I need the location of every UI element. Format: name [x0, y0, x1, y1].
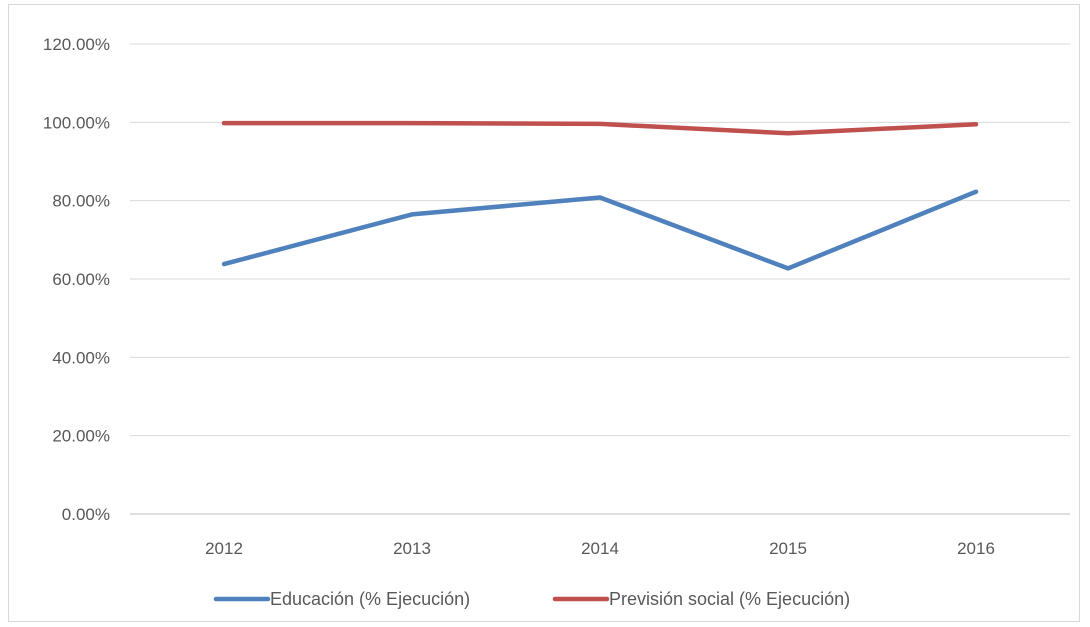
y-tick-label: 20.00%: [52, 427, 110, 446]
gridlines: [130, 43, 1070, 515]
legend-label: Previsión social (% Ejecución): [609, 589, 850, 609]
y-axis-tick-labels: 0.00% 20.00% 40.00% 60.00% 80.00% 100.00% 120.…: [43, 35, 110, 524]
y-tick-label: 60.00%: [52, 270, 110, 289]
y-tick-label: 100.00%: [43, 113, 110, 132]
series-line-0: [221, 189, 979, 271]
y-tick-label: 120.00%: [43, 35, 110, 54]
x-tick-label: 2013: [393, 539, 431, 558]
y-tick-label: 80.00%: [52, 192, 110, 211]
x-axis-tick-labels: 2012 2013 2014 2015 2016: [205, 539, 995, 558]
legend: Educación (% Ejecución) Previsión social …: [213, 589, 850, 609]
x-tick-label: 2012: [205, 539, 243, 558]
y-tick-label: 0.00%: [62, 505, 110, 524]
x-tick-label: 2016: [957, 539, 995, 558]
series-lines: [221, 120, 979, 271]
x-tick-label: 2014: [581, 539, 619, 558]
legend-label: Educación (% Ejecución): [270, 589, 470, 609]
series-line-1: [221, 120, 979, 136]
chart-frame: [8, 4, 1080, 622]
x-tick-label: 2015: [769, 539, 807, 558]
y-tick-label: 40.00%: [52, 348, 110, 367]
